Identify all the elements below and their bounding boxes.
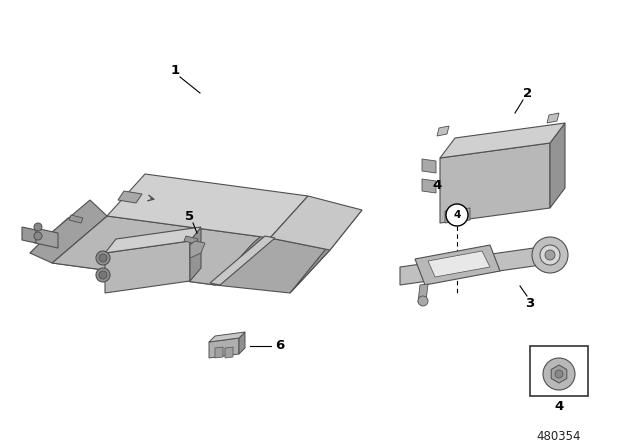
Polygon shape bbox=[418, 284, 428, 302]
Circle shape bbox=[446, 204, 468, 226]
Circle shape bbox=[532, 237, 568, 273]
Polygon shape bbox=[52, 221, 253, 285]
Polygon shape bbox=[547, 113, 559, 123]
Text: 5: 5 bbox=[186, 210, 195, 223]
Text: 4: 4 bbox=[433, 178, 442, 191]
Circle shape bbox=[555, 370, 563, 378]
Polygon shape bbox=[440, 143, 550, 223]
Polygon shape bbox=[239, 332, 245, 354]
Polygon shape bbox=[22, 227, 36, 243]
Polygon shape bbox=[270, 196, 362, 250]
Polygon shape bbox=[35, 228, 58, 248]
Polygon shape bbox=[215, 347, 223, 358]
Circle shape bbox=[543, 358, 575, 390]
Polygon shape bbox=[30, 200, 107, 263]
Text: 4: 4 bbox=[453, 210, 461, 220]
Polygon shape bbox=[209, 338, 239, 358]
Polygon shape bbox=[118, 191, 142, 203]
Circle shape bbox=[99, 271, 107, 279]
Polygon shape bbox=[440, 123, 565, 158]
Polygon shape bbox=[445, 208, 470, 223]
Text: 3: 3 bbox=[525, 297, 534, 310]
Text: 1: 1 bbox=[170, 64, 180, 77]
Text: 6: 6 bbox=[275, 339, 285, 352]
Polygon shape bbox=[551, 365, 567, 383]
Circle shape bbox=[545, 250, 555, 260]
Polygon shape bbox=[215, 238, 330, 293]
Circle shape bbox=[418, 296, 428, 306]
Polygon shape bbox=[428, 251, 490, 277]
Text: 480354: 480354 bbox=[537, 430, 581, 443]
Circle shape bbox=[99, 254, 107, 262]
Polygon shape bbox=[550, 123, 565, 208]
Polygon shape bbox=[400, 245, 555, 285]
Polygon shape bbox=[215, 196, 308, 285]
Polygon shape bbox=[225, 347, 233, 358]
Bar bbox=[530, 346, 588, 396]
Circle shape bbox=[96, 268, 110, 282]
Circle shape bbox=[34, 232, 42, 240]
Polygon shape bbox=[209, 332, 245, 342]
Polygon shape bbox=[107, 174, 308, 238]
Polygon shape bbox=[437, 126, 449, 136]
Circle shape bbox=[34, 223, 42, 231]
Polygon shape bbox=[184, 236, 198, 244]
Polygon shape bbox=[415, 245, 500, 285]
Polygon shape bbox=[30, 218, 253, 283]
Polygon shape bbox=[210, 236, 275, 285]
Text: 4: 4 bbox=[554, 400, 564, 413]
Polygon shape bbox=[105, 227, 201, 253]
Circle shape bbox=[96, 251, 110, 265]
Text: 2: 2 bbox=[524, 86, 532, 99]
Polygon shape bbox=[190, 227, 201, 281]
Polygon shape bbox=[52, 216, 270, 285]
Polygon shape bbox=[69, 215, 83, 223]
Polygon shape bbox=[190, 241, 205, 258]
Polygon shape bbox=[422, 159, 436, 173]
Polygon shape bbox=[105, 241, 190, 293]
Polygon shape bbox=[422, 179, 436, 193]
Polygon shape bbox=[290, 210, 362, 293]
Circle shape bbox=[540, 245, 560, 265]
